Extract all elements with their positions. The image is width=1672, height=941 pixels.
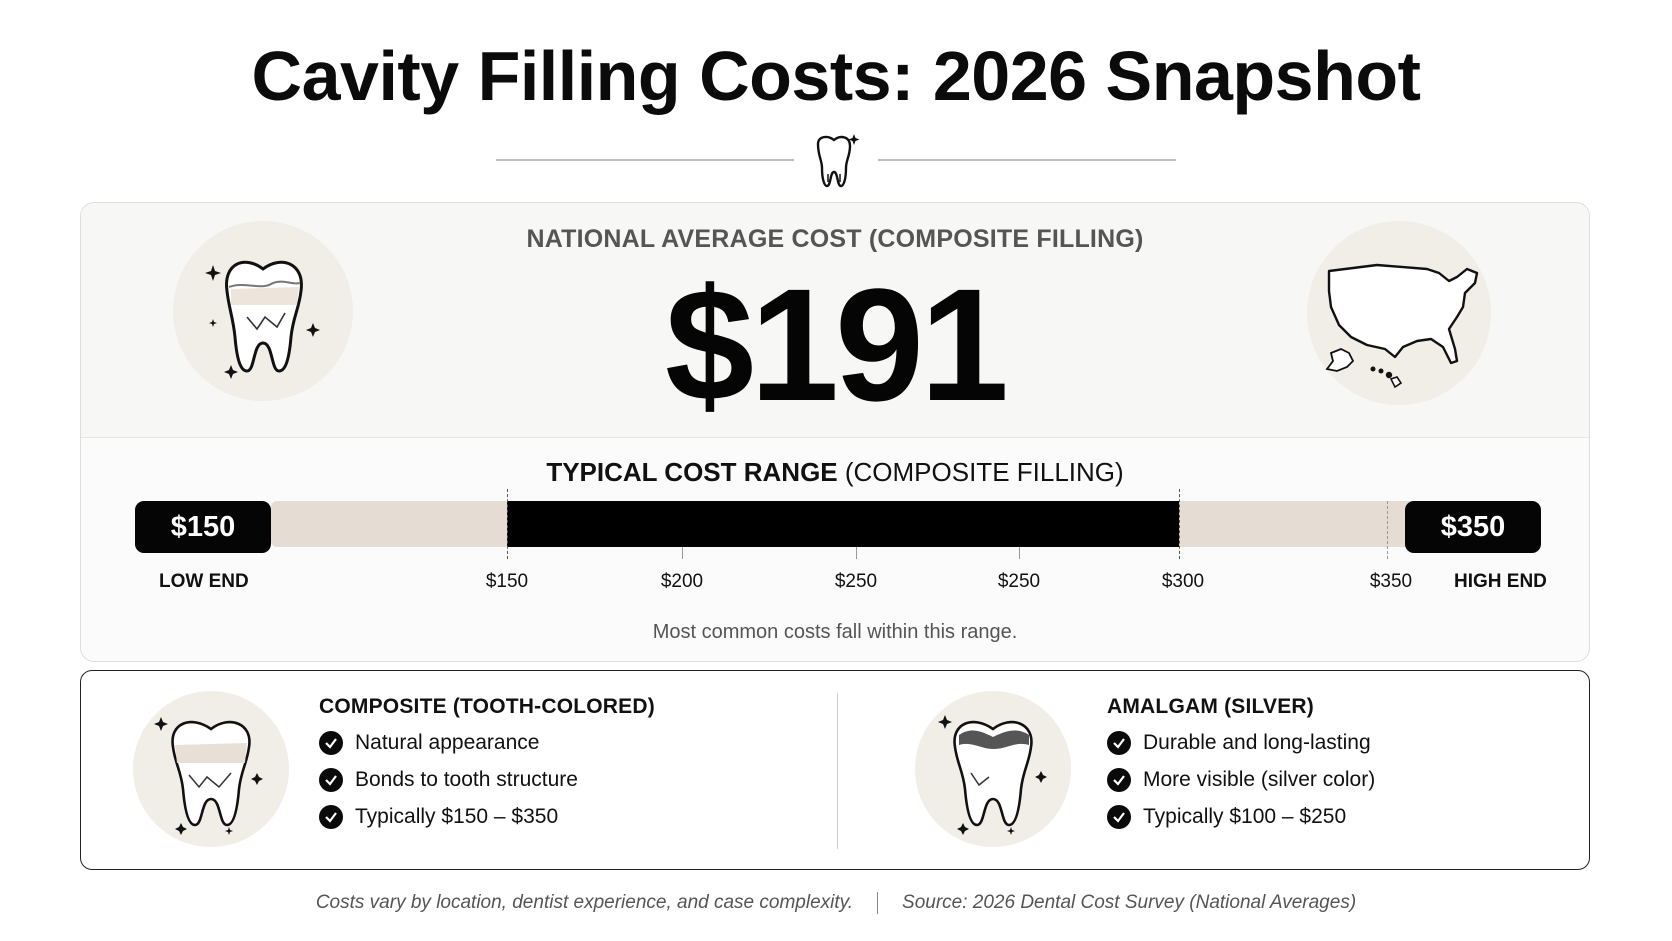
checkmark-icon	[319, 805, 343, 829]
footer: Costs vary by location, dentist experien…	[0, 892, 1672, 914]
amalgam-feature-text: Typically $100 – $250	[1143, 805, 1347, 828]
tick-label-6: $350	[1369, 571, 1413, 592]
footer-separator	[877, 892, 879, 914]
checkmark-icon	[1107, 805, 1131, 829]
composite-title: COMPOSITE (TOOTH-COLORED)	[319, 695, 655, 718]
range-title: TYPICAL COST RANGE (COMPOSITE FILLING)	[81, 457, 1589, 488]
divider-line-right	[878, 159, 1176, 161]
range-highlight-bar	[507, 501, 1179, 547]
tick-mark-3	[856, 547, 857, 559]
page-title: Cavity Filling Costs: 2026 Snapshot	[251, 37, 1421, 115]
composite-feature-2: Bonds to tooth structure	[319, 768, 578, 792]
composite-feature-1: Natural appearance	[319, 731, 539, 755]
tick-mark-2	[682, 547, 683, 559]
amalgam-feature-2: More visible (silver color)	[1107, 768, 1375, 792]
footer-disclaimer: Costs vary by location, dentist experien…	[315, 892, 854, 914]
checkmark-icon	[1107, 768, 1131, 792]
tooth-sparkle-icon	[816, 134, 860, 188]
amalgam-title: AMALGAM (SILVER)	[1107, 695, 1314, 718]
amalgam-feature-text: More visible (silver color)	[1143, 768, 1376, 791]
amalgam-feature-text: Durable and long-lasting	[1143, 731, 1371, 754]
range-title-rest: (COMPOSITE FILLING)	[837, 457, 1124, 487]
tick-label-3: $250	[834, 571, 878, 592]
national-average-value: $191	[665, 255, 1009, 434]
amalgam-tooth-icon	[915, 691, 1071, 847]
high-end-label: HIGH END	[1454, 571, 1547, 592]
range-note: Most common costs fall within this range…	[652, 621, 1018, 643]
panel-divider	[837, 693, 838, 849]
usa-map-icon	[1307, 221, 1491, 405]
tick-label-5: $300	[1161, 571, 1205, 592]
filling-types-panel: COMPOSITE (TOOTH-COLORED) Natural appear…	[80, 670, 1590, 870]
tick-mark-5	[1179, 489, 1180, 559]
national-average-label: NATIONAL AVERAGE COST (COMPOSITE FILLING…	[526, 225, 1144, 253]
checkmark-icon	[319, 768, 343, 792]
composite-feature-3: Typically $150 – $350	[319, 805, 558, 829]
composite-feature-text: Natural appearance	[355, 731, 540, 754]
tick-mark-4	[1019, 547, 1020, 559]
tick-label-4: $250	[997, 571, 1041, 592]
checkmark-icon	[1107, 731, 1131, 755]
tick-mark-6	[1387, 501, 1388, 559]
national-average-panel: NATIONAL AVERAGE COST (COMPOSITE FILLING…	[80, 202, 1590, 662]
checkmark-icon	[319, 731, 343, 755]
amalgam-feature-1: Durable and long-lasting	[1107, 731, 1371, 755]
composite-tooth-icon	[133, 691, 289, 847]
low-end-pill: $150	[135, 501, 271, 553]
cracked-tooth-icon	[173, 221, 353, 401]
divider-line-left	[496, 159, 794, 161]
range-title-bold: TYPICAL COST RANGE	[546, 457, 838, 487]
low-end-label: LOW END	[159, 571, 249, 592]
composite-feature-text: Typically $150 – $350	[355, 805, 559, 828]
tick-label-1: $150	[485, 571, 529, 592]
high-end-pill: $350	[1405, 501, 1541, 553]
tick-label-2: $200	[660, 571, 704, 592]
composite-feature-text: Bonds to tooth structure	[355, 768, 578, 791]
national-average-section: NATIONAL AVERAGE COST (COMPOSITE FILLING…	[81, 203, 1589, 438]
footer-source: Source: 2026 Dental Cost Survey (Nationa…	[902, 892, 1357, 914]
amalgam-feature-3: Typically $100 – $250	[1107, 805, 1346, 829]
tick-mark-1	[507, 489, 508, 559]
title-divider	[496, 132, 1176, 192]
